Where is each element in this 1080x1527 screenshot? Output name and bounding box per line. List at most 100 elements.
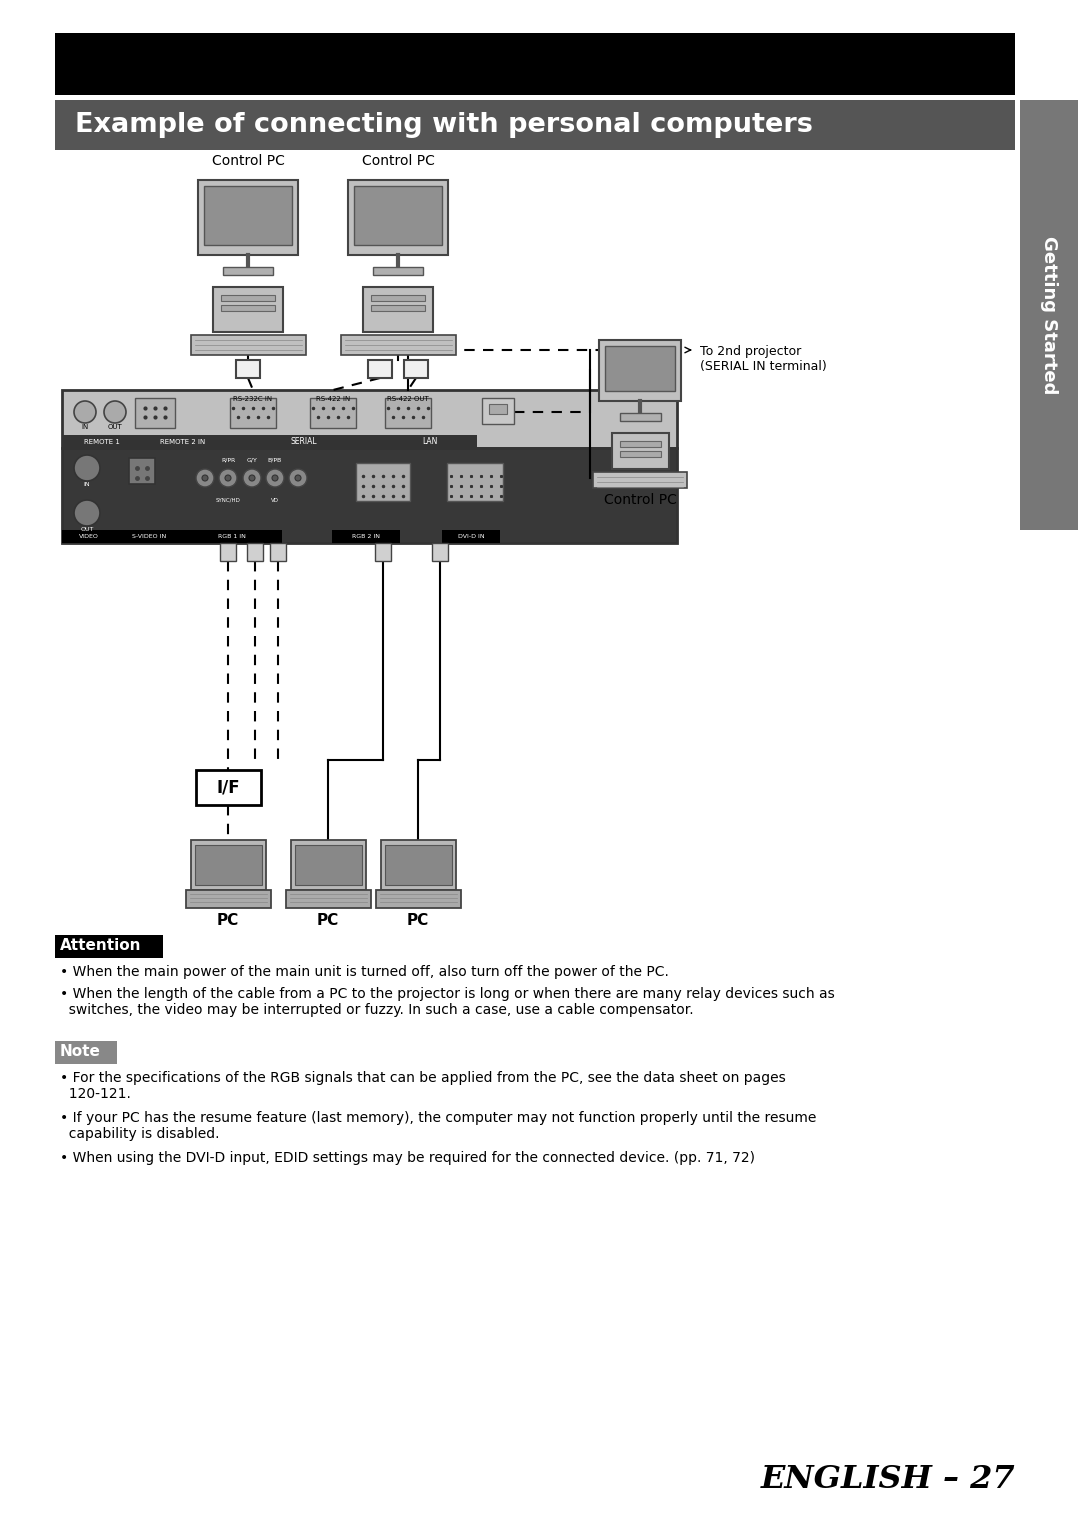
Bar [372, 295, 426, 301]
Text: OUT: OUT [108, 425, 122, 431]
Text: PC: PC [407, 913, 429, 928]
Circle shape [104, 402, 126, 423]
Text: IN: IN [83, 483, 91, 487]
Text: • For the specifications of the RGB signals that can be applied from the PC, see: • For the specifications of the RGB sign… [60, 1070, 786, 1101]
Bar [432, 544, 448, 560]
Bar [62, 447, 677, 544]
Text: PC: PC [217, 913, 239, 928]
Bar [593, 472, 687, 489]
Text: Getting Started: Getting Started [1040, 235, 1058, 394]
Bar [237, 360, 260, 379]
Circle shape [249, 475, 255, 481]
Bar [482, 399, 514, 425]
Bar [363, 287, 433, 331]
Circle shape [272, 475, 278, 481]
Text: SYNC/HD: SYNC/HD [216, 498, 241, 502]
Bar [348, 180, 448, 255]
Bar [129, 458, 156, 484]
Circle shape [219, 469, 237, 487]
Text: I/F: I/F [216, 777, 240, 796]
Bar [332, 530, 400, 544]
Bar [620, 412, 661, 421]
Circle shape [75, 402, 96, 423]
Bar [442, 530, 500, 544]
Bar [213, 287, 283, 331]
Bar [195, 844, 262, 886]
Bar [224, 435, 384, 447]
Circle shape [289, 469, 307, 487]
Text: SERIAL: SERIAL [291, 438, 318, 446]
Text: S-VIDEO IN: S-VIDEO IN [132, 534, 166, 539]
Text: RS-422 OUT: RS-422 OUT [387, 395, 429, 402]
Bar [186, 890, 271, 909]
Bar [141, 435, 224, 447]
Bar [195, 770, 261, 805]
Circle shape [75, 455, 100, 481]
Bar [117, 530, 183, 544]
Text: G/Y: G/Y [246, 458, 257, 463]
Bar [620, 450, 661, 457]
Text: DVI-D IN: DVI-D IN [458, 534, 484, 539]
Text: RGB 1 IN: RGB 1 IN [218, 534, 246, 539]
Bar [354, 186, 442, 244]
Bar [384, 844, 453, 886]
Text: REMOTE 1: REMOTE 1 [84, 438, 120, 444]
Bar [384, 435, 477, 447]
Text: Control PC: Control PC [604, 493, 676, 507]
Bar [55, 1041, 117, 1064]
Bar [381, 840, 456, 890]
Bar [55, 34, 1015, 95]
Bar [270, 544, 286, 560]
Bar [62, 530, 117, 544]
Circle shape [195, 469, 214, 487]
Bar [489, 405, 507, 414]
Bar [295, 844, 362, 886]
Text: Attention: Attention [60, 939, 141, 953]
Bar [62, 389, 677, 447]
Bar [404, 360, 428, 379]
Text: Note: Note [60, 1044, 100, 1060]
Text: RS-232C IN: RS-232C IN [233, 395, 272, 402]
Text: IN: IN [81, 425, 89, 431]
Circle shape [75, 499, 100, 525]
Bar [373, 267, 423, 275]
Bar [183, 530, 282, 544]
Circle shape [243, 469, 261, 487]
Bar [356, 463, 410, 501]
Text: RGB 2 IN: RGB 2 IN [352, 534, 380, 539]
Bar [620, 441, 661, 447]
Bar [341, 334, 456, 354]
Text: Example of connecting with personal computers: Example of connecting with personal comp… [75, 111, 813, 137]
Circle shape [202, 475, 208, 481]
Bar [612, 434, 669, 469]
Text: B/PB: B/PB [268, 458, 282, 463]
Bar [222, 267, 273, 275]
Bar [368, 360, 392, 379]
Text: R/PR: R/PR [221, 458, 235, 463]
Bar [191, 840, 266, 890]
Bar [135, 399, 175, 428]
Bar [291, 840, 366, 890]
Bar [230, 399, 276, 428]
Bar [221, 305, 275, 312]
Bar [204, 186, 292, 244]
Bar [55, 935, 163, 957]
Circle shape [295, 475, 301, 481]
Bar [376, 890, 461, 909]
Bar [447, 463, 503, 501]
Bar [247, 544, 264, 560]
Text: • When the main power of the main unit is turned off, also turn off the power of: • When the main power of the main unit i… [60, 965, 669, 979]
Text: • When the length of the cable from a PC to the projector is long or when there : • When the length of the cable from a PC… [60, 986, 835, 1017]
Text: ENGLISH – 27: ENGLISH – 27 [760, 1464, 1015, 1495]
Text: Control PC: Control PC [212, 154, 284, 168]
Bar [220, 544, 237, 560]
Text: • When using the DVI-D input, EDID settings may be required for the connected de: • When using the DVI-D input, EDID setti… [60, 1151, 755, 1165]
Text: VIDEO: VIDEO [79, 534, 99, 539]
Bar [605, 347, 675, 391]
Text: PC: PC [316, 913, 339, 928]
Bar [198, 180, 298, 255]
Bar [1020, 99, 1078, 530]
Circle shape [225, 475, 231, 481]
Text: OUT: OUT [80, 527, 94, 531]
Bar [191, 334, 306, 354]
